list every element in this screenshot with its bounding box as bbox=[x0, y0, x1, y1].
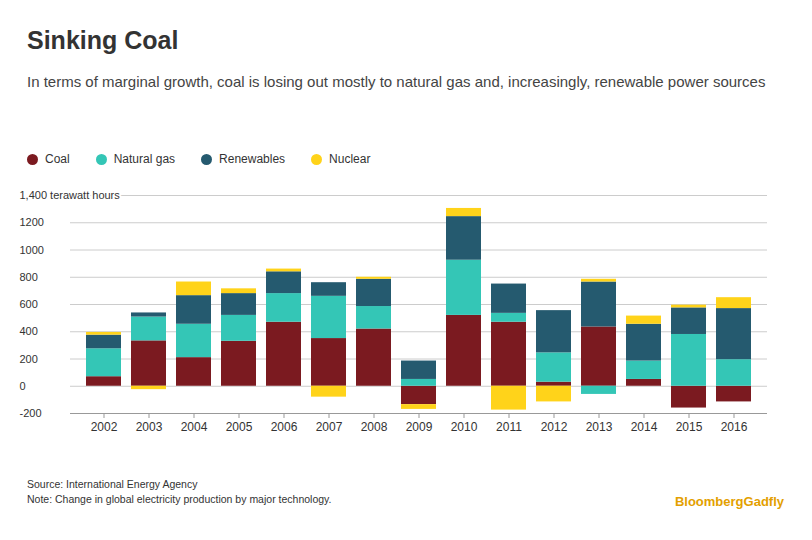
svg-text:2013: 2013 bbox=[586, 420, 613, 434]
svg-text:2010: 2010 bbox=[451, 420, 478, 434]
html-text:Nuclear: Nuclear bbox=[329, 152, 371, 166]
svg-text:800: 800 bbox=[20, 271, 38, 283]
html-text:Sinking Coal: Sinking Coal bbox=[27, 26, 179, 54]
svg-text:600: 600 bbox=[20, 298, 38, 310]
svg-text:2006: 2006 bbox=[271, 420, 298, 434]
html-text:BloombergGadfly: BloombergGadfly bbox=[674, 494, 784, 509]
svg-text:2016: 2016 bbox=[721, 420, 748, 434]
html-text:In terms of marginal growth, c: In terms of marginal growth, coal is los… bbox=[27, 73, 766, 90]
html-text:Coal: Coal bbox=[45, 152, 70, 166]
html-text:Source: International Energy A: Source: International Energy Agency bbox=[27, 478, 198, 490]
svg-text:2002: 2002 bbox=[91, 420, 118, 434]
svg-text:2015: 2015 bbox=[676, 420, 703, 434]
svg-text:2011: 2011 bbox=[496, 420, 522, 434]
svg-text:1000: 1000 bbox=[20, 244, 44, 256]
svg-text:400: 400 bbox=[20, 325, 38, 337]
svg-text:2008: 2008 bbox=[361, 420, 388, 434]
html-text:Renewables: Renewables bbox=[219, 152, 286, 166]
html-text:Note: Change in global electri: Note: Change in global electricity produ… bbox=[27, 493, 332, 505]
svg-text:2005: 2005 bbox=[226, 420, 253, 434]
svg-text:0: 0 bbox=[20, 380, 26, 392]
svg-text:200: 200 bbox=[20, 353, 38, 365]
svg-text:1,400 terawatt hours: 1,400 terawatt hours bbox=[20, 189, 121, 201]
svg-text:-200: -200 bbox=[20, 407, 42, 419]
svg-text:2007: 2007 bbox=[316, 420, 343, 434]
svg-text:2014: 2014 bbox=[631, 420, 658, 434]
svg-text:2003: 2003 bbox=[136, 420, 163, 434]
svg-text:1200: 1200 bbox=[20, 216, 44, 228]
svg-text:2012: 2012 bbox=[541, 420, 568, 434]
svg-text:2004: 2004 bbox=[181, 420, 208, 434]
html-text:Natural gas: Natural gas bbox=[113, 152, 176, 166]
svg-text:2009: 2009 bbox=[406, 420, 433, 434]
